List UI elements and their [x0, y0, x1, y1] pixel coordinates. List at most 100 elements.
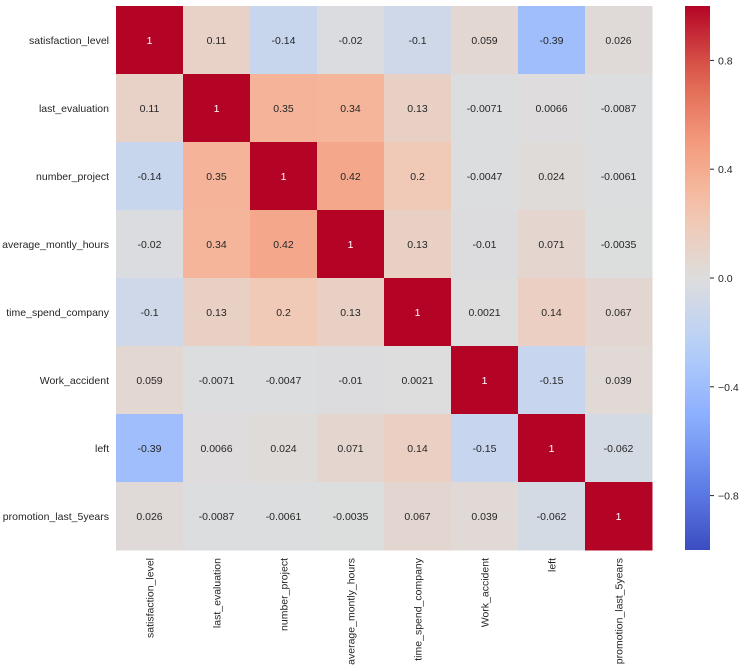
heatmap-cell	[317, 482, 385, 551]
heatmap-cell	[585, 278, 653, 347]
cell-value-label: 0.35	[273, 103, 294, 115]
heatmap-cell	[250, 346, 318, 415]
cell-value-label: -0.15	[473, 443, 497, 455]
colorbar-tick-label: 0.4	[718, 164, 733, 176]
cell-value-label: 0.071	[538, 239, 564, 251]
heatmap-cell	[183, 74, 251, 143]
heatmap-cell	[116, 142, 184, 211]
cell-value-label: -0.02	[339, 35, 363, 47]
cell-value-label: 1	[348, 239, 354, 251]
cell-value-label: -0.14	[138, 171, 162, 183]
heatmap-cell	[384, 74, 452, 143]
column-label: promotion_last_5years	[614, 558, 626, 664]
heatmap-cell	[384, 346, 452, 415]
row-label: number_project	[36, 171, 109, 183]
column-label: number_project	[279, 558, 291, 631]
cell-value-label: 0.13	[206, 307, 227, 319]
heatmap-cell	[183, 278, 251, 347]
column-label: Work_accident	[480, 558, 492, 627]
heatmap-cell	[384, 6, 452, 75]
heatmap-cell	[183, 210, 251, 279]
cell-value-label: 0.11	[140, 103, 160, 115]
cell-value-label: 0.0021	[401, 375, 433, 387]
cell-value-label: 0.039	[471, 511, 497, 523]
heatmap-cell	[451, 6, 519, 75]
cell-value-label: 0.059	[471, 35, 497, 47]
cell-value-label: -0.39	[540, 35, 564, 47]
cell-value-label: -0.062	[537, 511, 567, 523]
cell-value-label: -0.02	[138, 239, 162, 251]
heatmap-cell	[317, 74, 385, 143]
cell-value-label: 0.039	[605, 375, 631, 387]
heatmap-cell	[451, 482, 519, 551]
heatmap-cell	[518, 210, 586, 279]
heatmap-cell	[384, 482, 452, 551]
cell-value-label: 0.024	[538, 171, 564, 183]
cell-value-label: 1	[549, 443, 555, 455]
cell-value-label: 0.067	[404, 511, 430, 523]
cell-value-label: 0.067	[605, 307, 631, 319]
cell-value-label: 0.13	[340, 307, 361, 319]
heatmap-cell	[317, 142, 385, 211]
heatmap-cell	[317, 346, 385, 415]
heatmap-cell	[183, 142, 251, 211]
cell-value-label: 1	[214, 103, 220, 115]
heatmap-cell	[384, 414, 452, 483]
heatmap-cell	[116, 74, 184, 143]
heatmap-cell	[451, 346, 519, 415]
cell-value-label: -0.0087	[199, 511, 235, 523]
heatmap-cell	[317, 6, 385, 75]
heatmap-cell	[116, 278, 184, 347]
heatmap-cells	[116, 6, 653, 551]
cell-value-label: 1	[415, 307, 421, 319]
column-label: left	[547, 558, 559, 572]
heatmap-cell	[518, 346, 586, 415]
cell-value-label: -0.0071	[467, 103, 503, 115]
cell-value-label: -0.01	[339, 375, 363, 387]
cell-value-label: 0.0066	[535, 103, 567, 115]
heatmap-cell	[183, 346, 251, 415]
cell-value-label: 0.071	[337, 443, 363, 455]
heatmap-cell	[116, 6, 184, 75]
row-label: Work_accident	[40, 375, 109, 387]
heatmap-cell	[451, 74, 519, 143]
cell-value-label: -0.14	[272, 35, 296, 47]
cell-value-label: 0.42	[273, 239, 294, 251]
heatmap-cell	[451, 278, 519, 347]
cell-value-label: -0.0061	[266, 511, 302, 523]
heatmap-cell	[116, 414, 184, 483]
heatmap-cell	[250, 6, 318, 75]
heatmap-cell	[250, 210, 318, 279]
cell-value-label: -0.0087	[601, 103, 637, 115]
colorbar-tick-label: 0.0	[718, 273, 733, 285]
heatmap-cell	[183, 6, 251, 75]
row-label: average_montly_hours	[2, 239, 109, 251]
heatmap-cell	[317, 414, 385, 483]
column-label: last_evaluation	[212, 558, 224, 628]
row-labels: satisfaction_level last_evaluation number_…	[2, 35, 110, 523]
heatmap-cell	[116, 482, 184, 551]
colorbar: 0.8 0.4 0.0 −0.4 −0.8	[685, 6, 739, 550]
cell-value-label: -0.0035	[601, 239, 637, 251]
heatmap-cell	[585, 482, 653, 551]
cell-value-label: -0.01	[473, 239, 497, 251]
heatmap-cell	[585, 210, 653, 279]
heatmap-cell	[250, 142, 318, 211]
cell-value-label: 1	[616, 511, 622, 523]
heatmap-cell	[585, 74, 653, 143]
row-label: time_spend_company	[6, 307, 109, 319]
cell-value-label: 0.026	[605, 35, 631, 47]
heatmap-annotations: 1 0.11 -0.14 -0.02 -0.1 0.059 -0.39 0.026 0.11 1 0…	[136, 35, 636, 523]
heatmap-cell	[518, 6, 586, 75]
cell-value-label: -0.0047	[266, 375, 302, 387]
cell-value-label: -0.1	[408, 35, 426, 47]
column-label: time_spend_company	[413, 557, 425, 660]
heatmap-cell	[585, 414, 653, 483]
row-label: satisfaction_level	[29, 35, 109, 47]
row-label: promotion_last_5years	[3, 511, 109, 523]
column-label: average_montly_hours	[346, 558, 358, 665]
cell-value-label: 1	[147, 35, 153, 47]
heatmap-cell	[518, 278, 586, 347]
